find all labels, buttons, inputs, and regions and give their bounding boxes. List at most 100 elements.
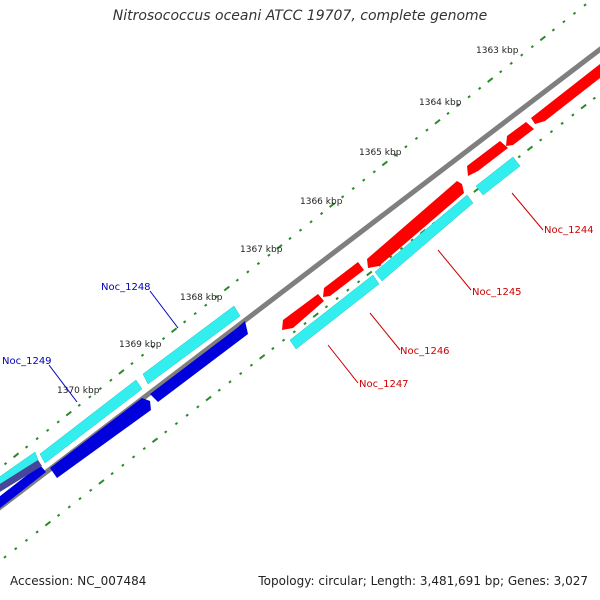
tick-mark	[196, 405, 200, 409]
tick-mark	[12, 452, 20, 459]
tick-mark	[372, 170, 376, 174]
cds-noc-1245[interactable]	[467, 141, 508, 176]
leader-noc-1247	[327, 344, 359, 384]
gene-label-noc-1246[interactable]: Noc_1246	[400, 346, 450, 357]
tick-mark	[517, 155, 521, 159]
cds-noc-1246[interactable]	[367, 181, 464, 268]
cds-noc-1244b[interactable]	[506, 122, 534, 146]
tick-mark	[560, 121, 564, 125]
gene-label-noc-1249[interactable]: Noc_1249	[2, 356, 52, 367]
outer-tick-ring	[3, 3, 587, 466]
tick-mark	[362, 178, 366, 182]
cds-noc-1248[interactable]	[150, 321, 248, 402]
tick-mark	[56, 420, 60, 424]
tick-mark	[425, 128, 429, 132]
tick-mark	[478, 86, 482, 90]
tick-mark	[446, 111, 450, 116]
tick-mark	[217, 388, 221, 392]
tick-mark	[276, 244, 283, 250]
tick-mark	[335, 296, 339, 301]
tick-mark	[267, 253, 271, 257]
tick-mark	[3, 555, 7, 559]
cds-noc-1247b[interactable]	[282, 294, 324, 330]
tick-mark	[271, 346, 275, 351]
tick-mark	[288, 236, 292, 241]
tick-mark	[319, 211, 324, 216]
reverse-cds-track	[0, 321, 248, 512]
kbp-label: 1370 kbp	[57, 386, 100, 396]
kbp-label: 1369 kbp	[119, 340, 162, 350]
cds-noc-1244[interactable]	[531, 64, 600, 124]
shade-noc-1244	[475, 156, 521, 196]
tick-mark	[366, 270, 373, 277]
kbp-label: 1368 kbp	[180, 293, 223, 303]
tick-mark	[410, 238, 414, 242]
tick-mark	[351, 186, 355, 191]
cds-noc-1250	[0, 460, 42, 492]
tick-mark	[142, 447, 146, 451]
cds-noc-1249b[interactable]	[0, 465, 46, 512]
tick-mark	[214, 295, 218, 299]
kbp-label: 1367 kbp	[240, 245, 283, 255]
tick-mark	[56, 513, 61, 517]
tick-mark	[65, 410, 72, 417]
gene-label-noc-1247[interactable]: Noc_1247	[359, 379, 409, 390]
gene-label-noc-1245[interactable]: Noc_1245	[472, 287, 522, 298]
tick-mark	[109, 378, 113, 382]
shade-noc-1245	[374, 194, 474, 282]
tick-mark	[130, 361, 134, 366]
gene-leaders	[48, 192, 544, 403]
tick-mark	[571, 113, 575, 117]
kbp-label: 1363 kbp	[476, 46, 519, 56]
tick-mark	[24, 538, 29, 542]
tick-mark	[235, 278, 239, 282]
gene-labels: Noc_1244 Noc_1245 Noc_1246 Noc_1247 Noc_…	[2, 225, 594, 390]
tick-mark	[151, 345, 155, 349]
tick-mark	[399, 246, 404, 251]
tick-mark	[393, 153, 397, 157]
tick-mark	[3, 462, 8, 466]
tick-mark	[356, 280, 361, 284]
tick-mark	[14, 547, 18, 551]
tick-mark	[389, 255, 393, 259]
tick-mark	[121, 463, 125, 467]
tick-mark	[67, 505, 71, 509]
tick-mark	[259, 354, 266, 360]
tick-mark	[298, 228, 303, 232]
tick-mark	[526, 145, 534, 152]
genome-stats-text: Topology: circular; Length: 3,481,691 bp…	[258, 574, 588, 588]
tick-mark	[520, 53, 524, 57]
shade-noc-1248	[142, 305, 241, 385]
leader-noc-1244	[511, 192, 544, 231]
tick-mark	[239, 371, 243, 376]
tick-mark	[246, 270, 250, 274]
shade-noc-1249	[39, 379, 143, 464]
tick-mark	[434, 118, 441, 125]
cds-noc-1247a[interactable]	[323, 262, 364, 297]
tick-mark	[140, 353, 145, 357]
tick-mark	[499, 70, 503, 74]
tick-mark	[487, 77, 494, 83]
tick-mark	[204, 303, 208, 307]
cds-noc-1249[interactable]	[50, 398, 151, 478]
gene-label-noc-1248[interactable]: Noc_1248	[101, 282, 151, 293]
tick-mark	[456, 103, 461, 107]
tick-mark	[562, 20, 566, 24]
tick-mark	[592, 96, 596, 100]
tick-mark	[249, 363, 254, 367]
kbp-label: 1364 kbp	[419, 98, 462, 108]
gene-label-noc-1244[interactable]: Noc_1244	[544, 225, 594, 236]
tick-mark	[539, 35, 546, 42]
reverse-shading-track	[0, 305, 241, 487]
tick-mark	[309, 220, 313, 224]
tick-mark	[110, 472, 114, 476]
tick-mark	[404, 145, 408, 149]
tick-mark	[89, 488, 93, 492]
kbp-label: 1366 kbp	[300, 197, 343, 207]
kbp-label: 1365 kbp	[359, 148, 402, 158]
tick-mark	[98, 479, 105, 485]
tick-mark	[151, 437, 159, 444]
tick-mark	[193, 311, 197, 316]
tick-mark	[131, 455, 136, 459]
